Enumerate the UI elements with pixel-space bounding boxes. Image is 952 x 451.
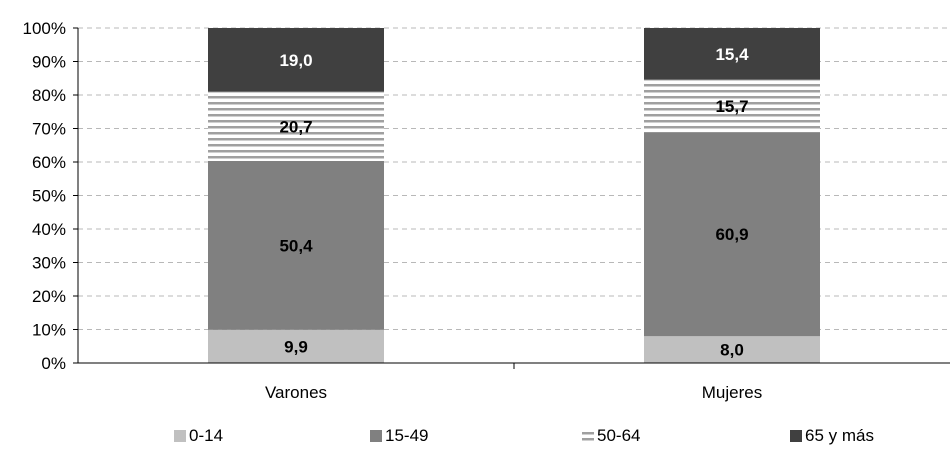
y-tick-label: 70% [32, 120, 66, 139]
y-tick-label: 50% [32, 187, 66, 206]
bars [208, 28, 820, 363]
data-label: 20,7 [279, 117, 312, 136]
y-tick-label: 90% [32, 53, 66, 72]
axes: 0% 10% 20% 30% 40% 50% 60% 70% 80% 90% 100% Varones… [23, 19, 950, 402]
y-tick-label: 40% [32, 220, 66, 239]
legend-swatch [582, 430, 594, 442]
bar-segment-50-64 [208, 91, 384, 161]
bar-segment-50-64 [644, 79, 820, 133]
legend-swatch [174, 430, 186, 442]
legend: 0-14 15-49 50-64 65 y más [174, 426, 874, 445]
y-tick-label: 60% [32, 153, 66, 172]
data-label: 60,9 [715, 225, 748, 244]
legend-label: 0-14 [189, 426, 223, 445]
data-label: 15,7 [715, 97, 748, 116]
y-tick-label: 10% [32, 321, 66, 340]
data-label: 15,4 [715, 45, 749, 64]
y-tick-label: 20% [32, 287, 66, 306]
x-category-label: Varones [265, 383, 327, 402]
data-label: 50,4 [279, 236, 313, 255]
bar-segment-65-y-más [208, 28, 384, 92]
legend-swatch [370, 430, 382, 442]
y-tick-label: 0% [41, 354, 66, 373]
data-label: 9,9 [284, 337, 308, 356]
y-tick-label: 30% [32, 254, 66, 273]
x-category-label: Mujeres [702, 383, 762, 402]
legend-label: 15-49 [385, 426, 428, 445]
y-tick-label: 100% [23, 19, 66, 38]
bar-segment-15-49 [644, 132, 820, 337]
legend-label: 65 y más [805, 426, 874, 445]
bar-segment-15-49 [208, 160, 384, 330]
data-label: 8,0 [720, 341, 744, 360]
legend-swatch [790, 430, 802, 442]
legend-label: 50-64 [597, 426, 640, 445]
bar-segment-65-y-más [644, 28, 820, 80]
y-tick-label: 80% [32, 86, 66, 105]
data-label: 19,0 [279, 51, 312, 70]
data-labels: 9,9 50,4 20,7 19,0 8,0 60,9 15,7 15,4 [279, 45, 749, 360]
bar-segment-0-14 [208, 329, 384, 363]
bar-segment-0-14 [644, 336, 820, 363]
